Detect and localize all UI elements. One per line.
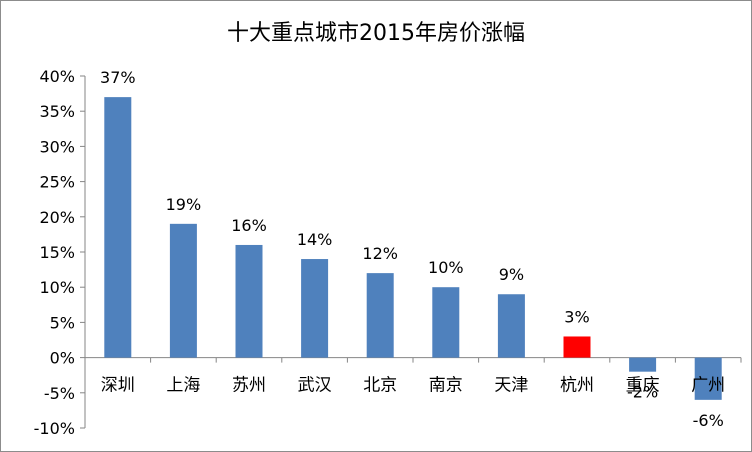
category-label: 天津 — [494, 376, 528, 396]
chart-title: 十大重点城市2015年房价涨幅 — [227, 21, 525, 46]
bar-5 — [432, 287, 460, 358]
y-tick-label: 25% — [39, 173, 75, 192]
y-tick-label: -5% — [44, 384, 75, 403]
bar-7 — [563, 336, 591, 358]
data-label: 16% — [231, 216, 267, 235]
data-label: -2% — [627, 383, 658, 402]
bar-3 — [301, 259, 329, 358]
category-label: 苏州 — [232, 376, 266, 396]
bar-1 — [169, 223, 197, 358]
bar-2 — [235, 244, 263, 358]
data-label: 37% — [100, 68, 136, 87]
data-label: 14% — [297, 230, 333, 249]
category-label: 深圳 — [101, 376, 135, 396]
bar-9 — [694, 357, 722, 400]
category-label: 武汉 — [298, 376, 332, 396]
data-label: 9% — [499, 265, 524, 284]
bar-6 — [497, 294, 525, 358]
y-tick-label: 40% — [39, 67, 75, 86]
bar-0 — [104, 97, 132, 358]
y-tick-label: 0% — [50, 349, 75, 368]
data-label: 10% — [428, 258, 464, 277]
category-label: 上海 — [166, 376, 200, 396]
category-label: 杭州 — [560, 376, 594, 396]
y-tick-label: 20% — [39, 208, 75, 227]
y-tick-label: 35% — [39, 102, 75, 121]
y-tick-label: 10% — [39, 278, 75, 297]
data-label: 3% — [564, 307, 589, 326]
data-label: 19% — [166, 195, 202, 214]
bar-8 — [629, 357, 657, 372]
y-tick-label: 15% — [39, 243, 75, 262]
category-label: 北京 — [363, 376, 397, 396]
y-tick-label: 5% — [50, 313, 75, 332]
y-tick-label: 30% — [39, 137, 75, 156]
data-label: 12% — [362, 244, 398, 263]
y-tick-label: -10% — [34, 419, 75, 438]
bar-4 — [366, 273, 394, 358]
category-label: 南京 — [429, 376, 463, 396]
data-label: -6% — [693, 411, 724, 430]
category-label: 重庆 — [626, 376, 660, 396]
category-label: 广州 — [691, 376, 725, 396]
